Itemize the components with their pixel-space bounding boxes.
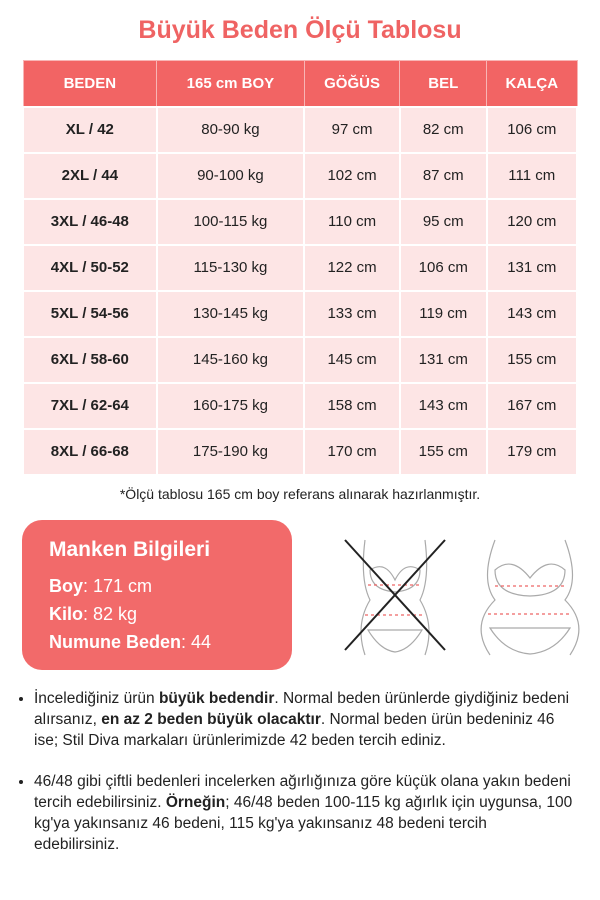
table-cell: 122 cm <box>303 243 401 292</box>
table-cell: 160-175 kg <box>155 381 306 430</box>
size-table: BEDEN 165 cm BOY GÖĞÜS BEL KALÇA XL / 42 80-90… <box>22 60 579 476</box>
table-cell: 131 cm <box>485 243 579 292</box>
note-text: . Normal beden ürünlerde giydiğiniz bede… <box>34 690 570 728</box>
column-header: GÖĞÜS <box>303 60 401 107</box>
table-row: 8XL / 66-68 175-190 kg 170 cm 155 cm 179 cm <box>22 427 579 476</box>
table-cell: 2XL / 44 <box>22 151 158 200</box>
note-text: en az 2 beden büyük olacaktır <box>101 711 321 728</box>
model-item: Boy: 171 cm <box>49 572 292 600</box>
table-row: 4XL / 50-52 115-130 kg 122 cm 106 cm 131 cm <box>22 243 579 292</box>
table-row: 7XL / 62-64 160-175 kg 158 cm 143 cm 167 cm <box>22 381 579 430</box>
note: 46/48 gibi çiftli bedenleri incelerken a… <box>34 771 574 855</box>
model-box: Manken Bilgileri Boy: 171 cm Kilo: 82 kg N… <box>22 520 292 670</box>
table-cell: 6XL / 58-60 <box>22 335 158 384</box>
table-cell: 110 cm <box>303 197 401 246</box>
table-cell: XL / 42 <box>22 105 158 154</box>
table-cell: 143 cm <box>398 381 488 430</box>
model-label: Boy <box>49 576 84 596</box>
table-cell: 120 cm <box>485 197 579 246</box>
table-cell: 3XL / 46-48 <box>22 197 158 246</box>
table-cell: 158 cm <box>303 381 401 430</box>
table-cell: 170 cm <box>303 427 401 476</box>
table-cell: 175-190 kg <box>155 427 306 476</box>
model-label: Kilo <box>49 604 83 624</box>
table-cell: 90-100 kg <box>155 151 306 200</box>
table-cell: 97 cm <box>303 105 401 154</box>
table-row: 2XL / 44 90-100 kg 102 cm 87 cm 111 cm <box>22 151 579 200</box>
note-text: 46/48 gibi çiftli bedenleri incelerken a… <box>34 773 571 811</box>
table-cell: 106 cm <box>485 105 579 154</box>
table-cell: 119 cm <box>398 289 488 338</box>
note-text: ; 46/48 beden 100-115 kg ağırlık için uy… <box>34 794 573 853</box>
model-label: Numune Beden <box>49 632 182 652</box>
model-value: : 82 kg <box>83 604 138 624</box>
table-cell: 145-160 kg <box>155 335 306 384</box>
table-cell: 106 cm <box>398 243 488 292</box>
table-cell: 4XL / 50-52 <box>22 243 158 292</box>
table-cell: 102 cm <box>303 151 401 200</box>
table-row: 6XL / 58-60 145-160 kg 145 cm 131 cm 155 cm <box>22 335 579 384</box>
table-cell: 7XL / 62-64 <box>22 381 158 430</box>
table-cell: 111 cm <box>485 151 579 200</box>
note: İncelediğiniz ürün büyük bedendir. Norma… <box>34 688 574 751</box>
table-cell: 5XL / 54-56 <box>22 289 158 338</box>
table-row: XL / 42 80-90 kg 97 cm 82 cm 106 cm <box>22 105 579 154</box>
note-text: büyük bedendir <box>158 690 275 707</box>
model-item: Numune Beden: 44 <box>49 628 292 656</box>
table-cell: 133 cm <box>303 289 401 338</box>
title: Büyük Beden Ölçü Tablosu <box>138 16 462 44</box>
column-header: KALÇA <box>486 60 578 107</box>
table-cell: 130-145 kg <box>155 289 306 338</box>
model-value: : 44 <box>181 632 212 652</box>
table-row: 5XL / 54-56 130-145 kg 133 cm 119 cm 143 cm <box>22 289 579 338</box>
table-cell: 143 cm <box>485 289 579 338</box>
table-cell: 82 cm <box>398 105 488 154</box>
table-cell: 80-90 kg <box>155 105 306 154</box>
model-title: Manken Bilgileri <box>49 538 211 561</box>
table-cell: 115-130 kg <box>155 243 306 292</box>
table-row: 3XL / 46-48 100-115 kg 110 cm 95 cm 120 cm <box>22 197 579 246</box>
model-item: Kilo: 82 kg <box>49 600 292 628</box>
header-row: BEDEN 165 cm BOY GÖĞÜS BEL KALÇA <box>22 60 578 107</box>
table-cell: 87 cm <box>398 151 488 200</box>
note-text: . Normal beden ürün bedeniniz 46 ise; St… <box>34 711 555 749</box>
table-cell: 131 cm <box>398 335 488 384</box>
table-cell: 145 cm <box>303 335 401 384</box>
table-cell: 100-115 kg <box>155 197 306 246</box>
column-header: BEL <box>399 60 488 107</box>
table-cell: 167 cm <box>485 381 579 430</box>
table-cell: 179 cm <box>485 427 579 476</box>
table-cell: 155 cm <box>485 335 579 384</box>
column-header: BEDEN <box>22 60 158 107</box>
illustrations <box>344 539 580 656</box>
table-cell: 95 cm <box>398 197 488 246</box>
table-cell: 155 cm <box>398 427 488 476</box>
model-value: : 171 cm <box>83 576 153 596</box>
column-header: 165 cm BOY <box>156 60 305 107</box>
note-text: İncelediğiniz ürün <box>34 690 159 707</box>
table-cell: 8XL / 66-68 <box>22 427 158 476</box>
notes: İncelediğiniz ürün büyük bedendir. Norma… <box>14 688 574 875</box>
footnote: *Ölçü tablosu 165 cm boy referans alınar… <box>119 486 481 502</box>
note-text: Örneğin <box>165 794 226 811</box>
